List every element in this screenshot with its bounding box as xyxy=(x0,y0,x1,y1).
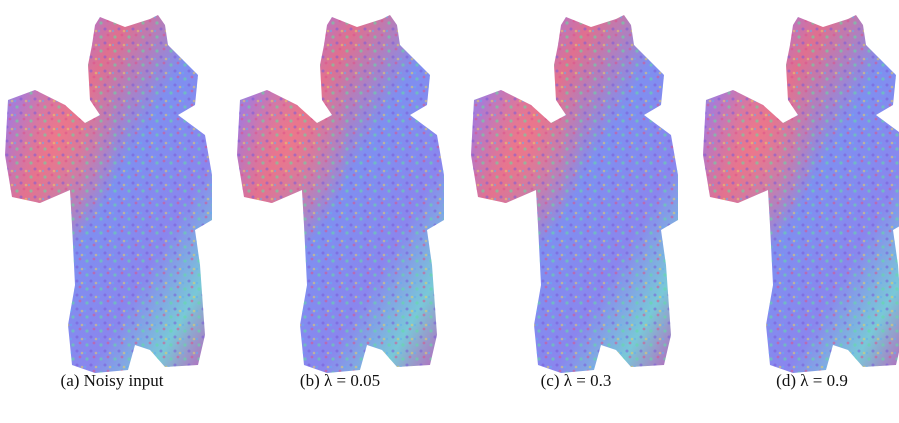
caption: (a) Noisy input xyxy=(61,371,164,390)
caption: (c) λ = 0.3 xyxy=(541,371,612,390)
caption: (d) λ = 0.9 xyxy=(776,371,848,390)
page: (a) Noisy input (b) λ = 0.05 (c) λ = 0.3… xyxy=(0,0,899,423)
figure: (a) Noisy input (b) λ = 0.05 (c) λ = 0.3… xyxy=(0,0,899,423)
point-cloud-a xyxy=(5,15,212,373)
point-cloud-d xyxy=(703,15,899,373)
point-cloud-c xyxy=(471,15,678,373)
caption: (b) λ = 0.05 xyxy=(300,371,380,390)
point-cloud-b xyxy=(237,15,444,373)
